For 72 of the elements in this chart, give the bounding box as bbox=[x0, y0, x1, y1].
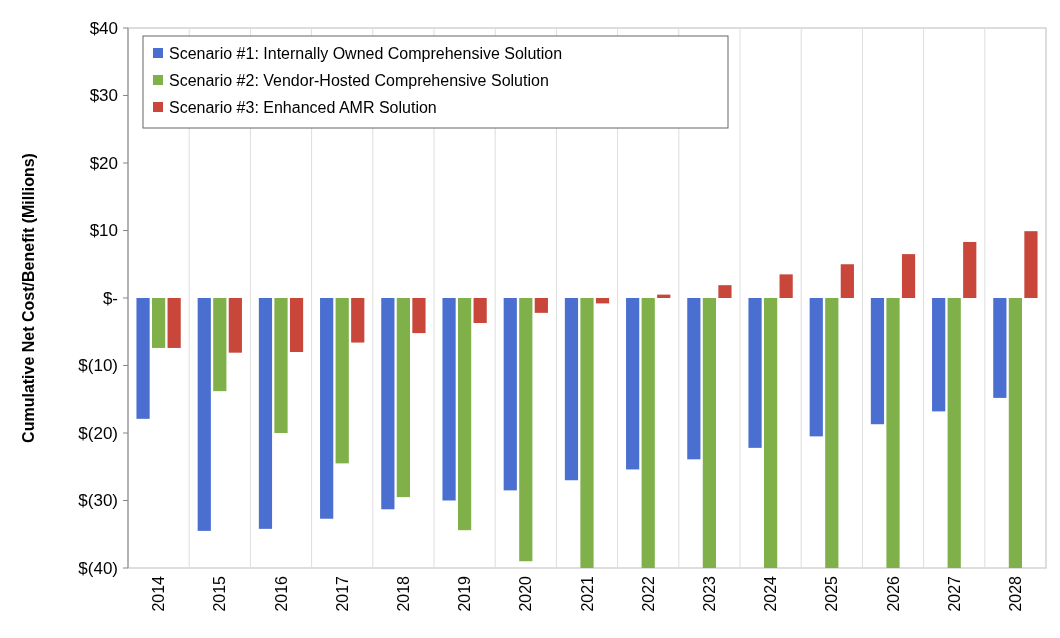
legend-label: Scenario #2: Vendor-Hosted Comprehensive Solution bbox=[169, 71, 549, 89]
bar bbox=[901, 254, 916, 298]
bar bbox=[870, 298, 885, 425]
x-tick-label: 2026 bbox=[884, 575, 902, 612]
bar bbox=[840, 264, 854, 298]
bar bbox=[748, 298, 762, 448]
x-tick-label: 2018 bbox=[395, 575, 412, 612]
x-tick-label: 2021 bbox=[578, 575, 596, 612]
bar bbox=[136, 298, 150, 419]
y-tick-label: $(30) bbox=[78, 491, 118, 511]
bar bbox=[1008, 298, 1022, 568]
y-tick-label: $40 bbox=[89, 18, 118, 38]
bar bbox=[228, 298, 242, 353]
bar bbox=[412, 298, 426, 334]
y-tick-label: $(40) bbox=[78, 558, 118, 578]
bar bbox=[351, 298, 365, 343]
bar bbox=[779, 274, 793, 298]
bar bbox=[320, 298, 334, 519]
x-tick-label: 2027 bbox=[945, 575, 963, 612]
y-tick-label: $20 bbox=[89, 153, 118, 173]
bar bbox=[167, 298, 181, 348]
y-tick-label: $(10) bbox=[78, 356, 118, 376]
bar bbox=[641, 298, 655, 568]
bar bbox=[381, 298, 395, 510]
bar bbox=[595, 298, 610, 304]
y-tick-label: $(20) bbox=[78, 423, 118, 443]
x-tick-label: 2023 bbox=[701, 575, 718, 612]
bar bbox=[580, 298, 594, 568]
bar bbox=[442, 298, 456, 501]
bar bbox=[335, 298, 349, 464]
x-tick-label: 2024 bbox=[762, 575, 780, 612]
bar bbox=[763, 298, 778, 568]
bar bbox=[473, 298, 487, 323]
y-tick-label: $- bbox=[102, 288, 118, 308]
legend-label: Scenario #3: Enhanced AMR Solution bbox=[169, 98, 437, 116]
bar bbox=[396, 298, 411, 498]
bar bbox=[932, 298, 946, 412]
bar bbox=[151, 298, 166, 348]
x-tick-label: 2014 bbox=[150, 575, 168, 612]
x-tick-label: 2028 bbox=[1007, 575, 1024, 612]
bar bbox=[993, 298, 1007, 398]
bar bbox=[963, 241, 977, 298]
x-tick-label: 2019 bbox=[456, 575, 474, 612]
bar bbox=[457, 298, 472, 531]
y-axis-title: Cumulative Net Cost/Benefit (Millions) bbox=[20, 153, 37, 443]
bar bbox=[809, 298, 823, 437]
bar bbox=[289, 298, 304, 352]
bar bbox=[197, 298, 211, 531]
x-tick-label: 2020 bbox=[517, 575, 535, 612]
bar bbox=[564, 298, 579, 481]
y-tick-label: $30 bbox=[89, 86, 118, 106]
bar bbox=[258, 298, 273, 529]
bar bbox=[825, 298, 839, 568]
bar bbox=[702, 298, 717, 568]
bar bbox=[503, 298, 517, 491]
legend-label: Scenario #1: Internally Owned Comprehensive Solution bbox=[169, 44, 563, 62]
bar bbox=[687, 298, 701, 460]
bar bbox=[718, 285, 732, 298]
y-tick-label: $10 bbox=[89, 221, 118, 241]
bar bbox=[534, 298, 548, 313]
bar bbox=[626, 298, 640, 470]
bar bbox=[213, 298, 227, 392]
bar bbox=[274, 298, 288, 433]
bar bbox=[886, 298, 900, 568]
x-tick-label: 2022 bbox=[639, 575, 657, 612]
x-tick-label: 2025 bbox=[823, 575, 841, 612]
bar bbox=[947, 298, 961, 568]
x-tick-label: 2016 bbox=[272, 575, 290, 612]
x-tick-label: 2017 bbox=[333, 575, 351, 612]
bar bbox=[1024, 231, 1038, 298]
bar bbox=[519, 298, 533, 562]
x-tick-label: 2015 bbox=[211, 575, 229, 612]
